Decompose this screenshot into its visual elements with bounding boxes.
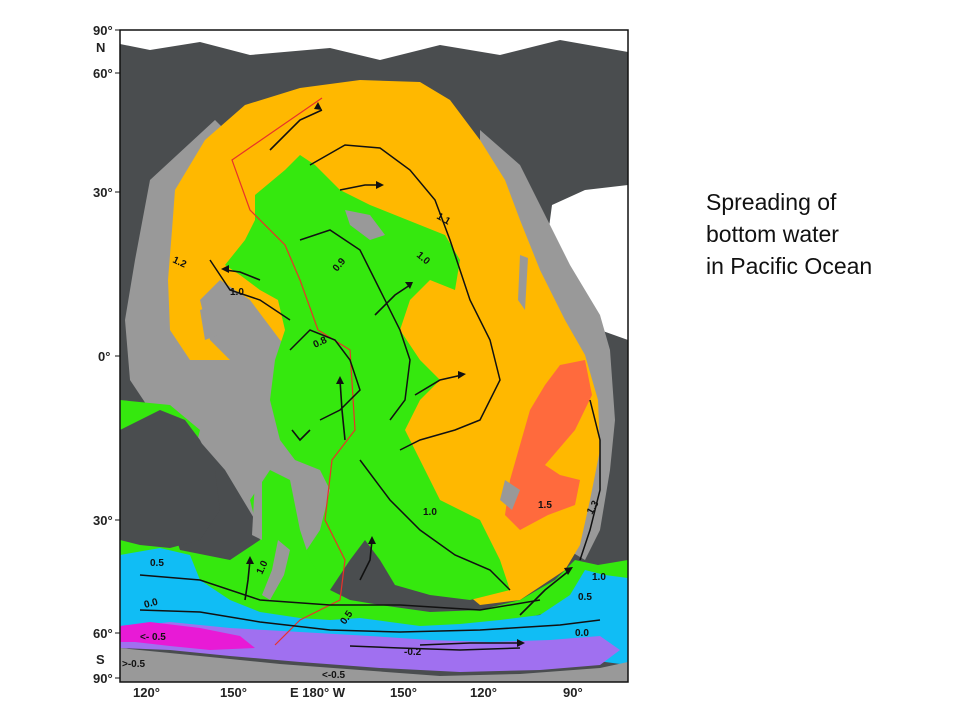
arrowhead-3 [221,265,229,273]
arrowhead-2 [376,181,384,189]
contour-label-0-5-b: 0.5 [578,592,592,603]
lat-label-eq: 0° [98,349,110,364]
lat-label-30s: 30° [93,513,113,528]
caption-line-3: in Pacific Ocean [706,253,873,279]
contour-label-1-5: 1.5 [538,500,552,511]
contour-0-5-bottom [139,574,541,611]
arrow-south-3 [359,539,373,581]
arrow-east-1 [374,284,411,316]
contour-1-1 [309,144,501,451]
lon-label-150w: 150° [390,685,417,700]
region-temp-0-5-to-1-0 [225,155,510,600]
lat-label-90s: 90° [93,671,113,686]
lat-label-s: S [96,652,105,667]
lat-label-n: N [96,40,105,55]
arrowhead-9 [564,567,573,575]
contour-1-3 [579,399,601,561]
lat-label-90n: 90° [93,23,113,38]
arrow-heads [221,102,573,647]
arrow-west-1 [224,269,261,281]
arrow-north-1 [269,109,323,151]
contour-label-neg-0-5-e: >-0.5 [122,659,146,670]
lon-label-120w: 120° [470,685,497,700]
arrow-south-2 [339,379,346,441]
arrowhead-7 [368,536,376,544]
region-temp-0-5-to-1-0-south-band [120,400,628,628]
arrow-north-2 [339,184,380,191]
map-caption: Spreading of bottom water in Pacific Oce… [706,186,956,282]
contour-label-0-8: 0.8 [312,335,330,351]
contour-0-8 [289,329,361,421]
arrow-east-3 [519,569,571,616]
contour-label-neg-0-5-f: <-0.5 [322,670,346,681]
arrow-east-4 [419,642,520,646]
contour-1-0-west [209,259,291,321]
arctic-white-area [120,30,628,60]
region-temp-above-1-5 [505,360,592,530]
arrow-south-1 [291,429,311,442]
contour-label-1-0-d: 1.0 [592,572,606,583]
caption-line-1: Spreading of [706,189,837,215]
arrow-east-2 [414,374,463,396]
contour-label-neg-0-5-d: <- 0.5 [140,632,166,643]
ridge-line [231,97,356,646]
lon-label-90w: 90° [563,685,583,700]
lon-label-180: E 180° W [290,685,346,700]
arrowhead-8 [246,556,254,564]
arrowhead-6 [336,376,344,384]
contour-0-0 [139,609,601,633]
lon-label-120e: 120° [133,685,160,700]
arrow-south-4 [244,559,251,601]
lat-ticks [115,29,120,679]
lat-label-60n: 60° [93,66,113,81]
antarctica-land [120,648,628,682]
arrowhead-10 [517,639,525,647]
australia-land [120,410,220,548]
flow-arrows [224,109,571,646]
contour-lines [139,144,601,651]
contour-label-1-0-c: 1.0 [423,507,437,518]
contour-neg-0-2 [349,645,521,651]
contour-label-0-0-b: 0.0 [575,628,589,639]
east-pacific-rise-shelf [500,480,520,510]
region-temp-below-neg-0-5 [120,622,255,650]
contour-label-0-5-a: 0.5 [150,558,164,569]
contour-label-neg-0-2: -0.2 [404,647,422,658]
hawaii-shelf [345,210,385,240]
galapagos-shelf [518,255,528,310]
lon-label-150e: 150° [220,685,247,700]
contour-label-0-0-a: 0.0 [143,597,160,611]
contour-label-1-0-b: 1.0 [230,287,244,298]
contour-0-9 [299,229,411,421]
arrowhead-5 [458,371,466,379]
lat-label-30n: 30° [93,185,113,200]
caribbean-white-area [548,185,628,340]
arrowhead-4 [405,282,413,289]
caption-line-2: bottom water [706,221,839,247]
lat-label-60s: 60° [93,626,113,641]
contour-label-1-2: 1.2 [171,255,189,271]
contour-label-1-0-e: 1.0 [255,559,271,577]
new-zealand-land [262,540,290,600]
small-shelf-south [252,480,262,540]
arrowhead-1 [314,102,322,110]
contour-1-0-south [359,459,511,591]
small-shelf-west [200,305,218,340]
